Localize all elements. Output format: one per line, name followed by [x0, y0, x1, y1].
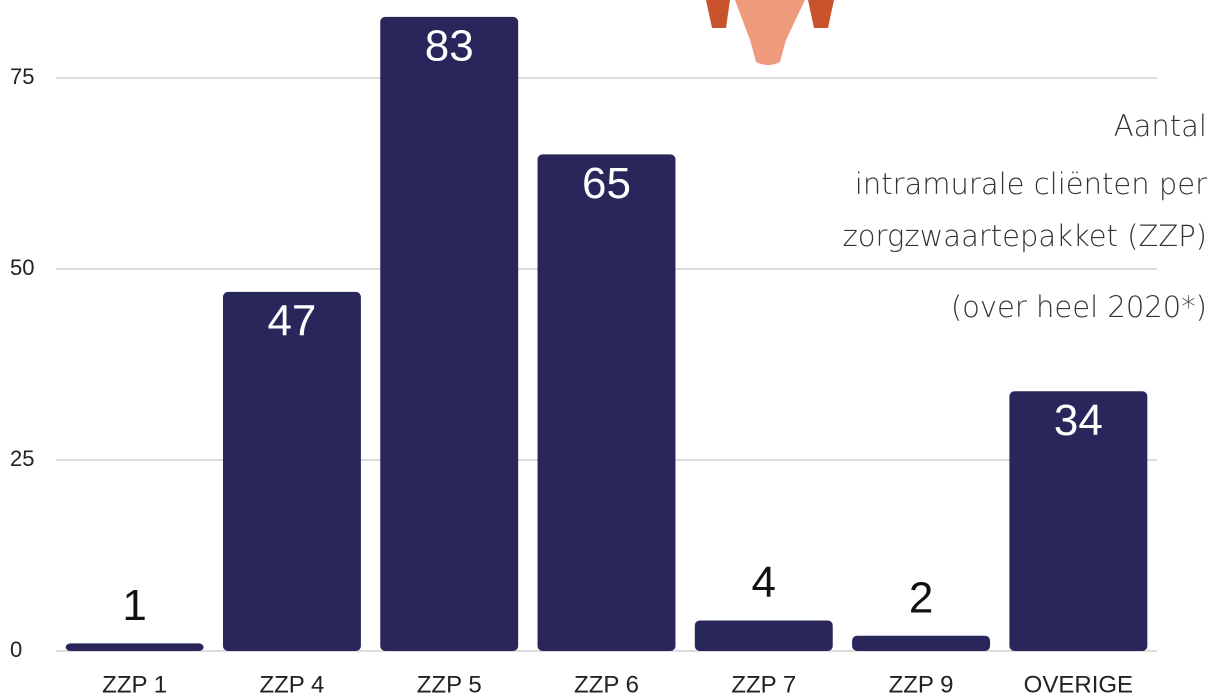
bar: [852, 636, 990, 651]
value-label: 2: [909, 573, 933, 622]
chart-title: intramurale cliënten per: [855, 167, 1207, 201]
x-tick-label: OVERIGE: [1024, 671, 1133, 698]
value-label: 4: [752, 558, 776, 607]
value-label: 83: [425, 22, 474, 71]
x-tick-label: ZZP 5: [417, 671, 482, 698]
y-tick-label: 25: [10, 446, 34, 471]
decoration: [706, 0, 834, 65]
chart-title: Aantal: [1114, 109, 1207, 143]
chart: Aantal intramurale cliënten per zorgzwaa…: [0, 0, 1212, 698]
x-tick-label: ZZP 7: [731, 671, 796, 698]
x-tick-label: ZZP 9: [889, 671, 954, 698]
bar: [223, 292, 361, 651]
y-tick-label: 75: [10, 64, 34, 89]
bar: [66, 643, 204, 651]
x-tick-label: ZZP 1: [102, 671, 167, 698]
y-tick-label: 50: [10, 255, 34, 280]
bar: [538, 154, 676, 651]
value-label: 1: [122, 581, 146, 630]
chart-subtitle: (over heel 2020*): [951, 290, 1207, 324]
y-tick-label: 0: [10, 637, 22, 662]
value-label: 34: [1054, 396, 1103, 445]
bar: [695, 620, 833, 651]
value-label: 47: [267, 297, 316, 346]
x-tick-label: ZZP 6: [574, 671, 639, 698]
value-label: 65: [582, 159, 631, 208]
bar: [380, 17, 518, 651]
x-tick-label: ZZP 4: [259, 671, 324, 698]
chart-title: zorgzwaartepakket (ZZP): [843, 219, 1207, 253]
